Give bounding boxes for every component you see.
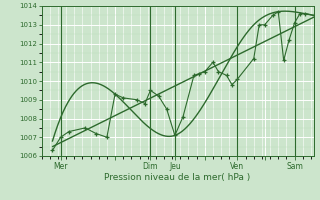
X-axis label: Pression niveau de la mer( hPa ): Pression niveau de la mer( hPa ): [104, 173, 251, 182]
